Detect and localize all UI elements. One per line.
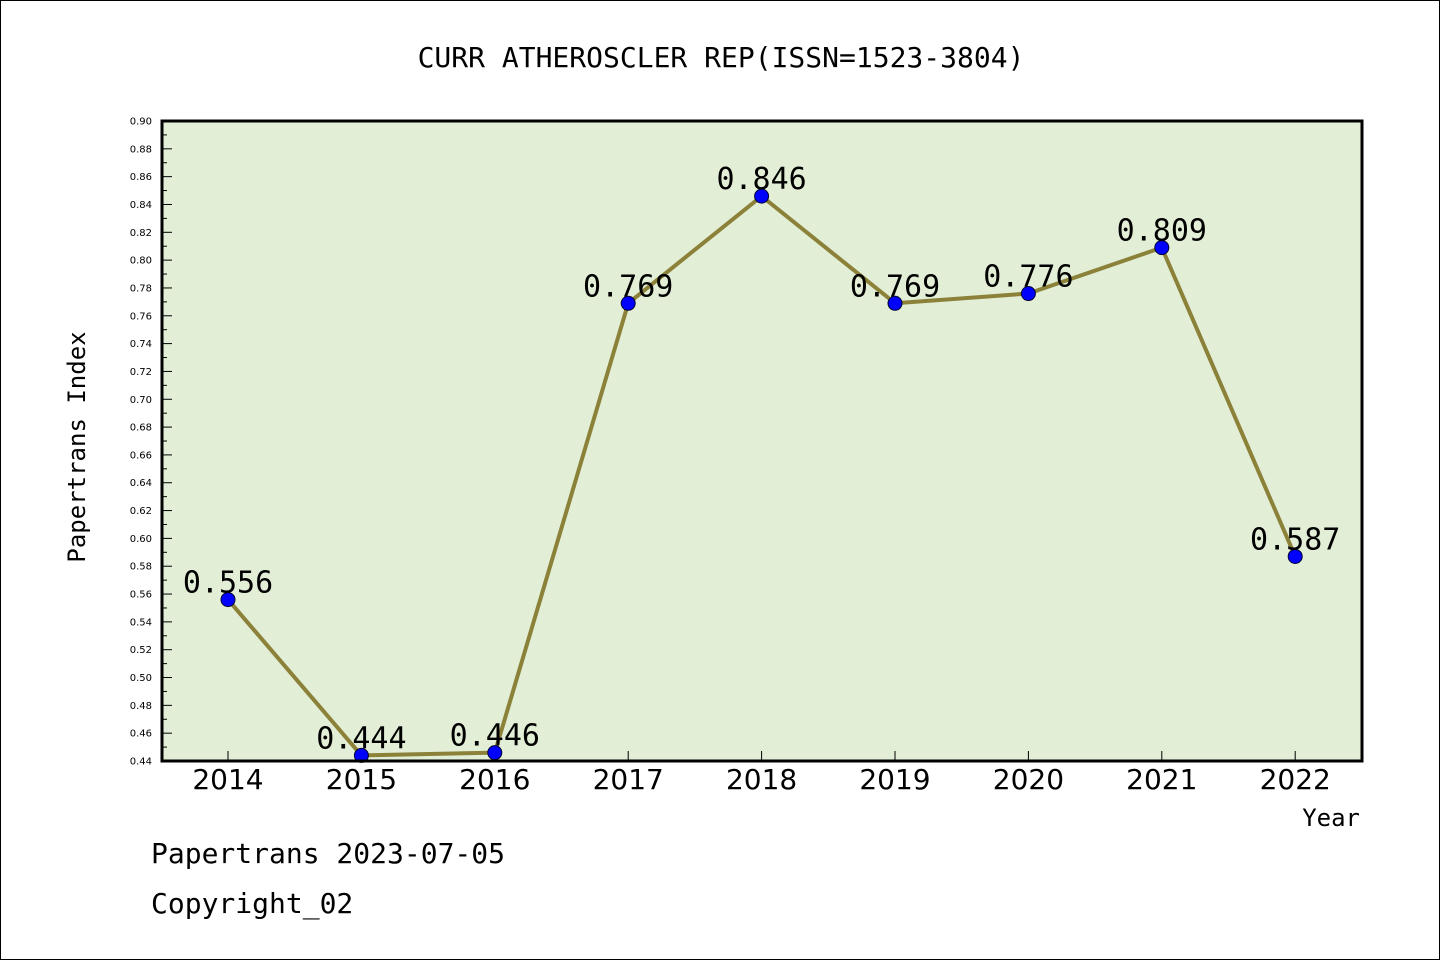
y-tick-label: 0.50 xyxy=(130,673,152,684)
y-axis-label: Papertrans Index xyxy=(63,331,91,562)
data-label: 0.769 xyxy=(583,269,673,304)
y-tick-label: 0.90 xyxy=(130,117,152,128)
data-point xyxy=(1154,240,1170,256)
y-tick-label: 0.46 xyxy=(130,729,152,740)
y-tick-label: 0.52 xyxy=(130,645,152,656)
data-label: 0.776 xyxy=(983,260,1073,295)
x-axis-ticks: 2014 2015 2016 2017 2018 2019 2020 2021 2022 xyxy=(192,751,1331,796)
x-tick-label: 2018 xyxy=(726,763,797,796)
x-tick-label: 2015 xyxy=(326,763,397,796)
y-tick-label: 0.48 xyxy=(130,701,152,712)
data-label: 0.446 xyxy=(450,719,540,754)
data-label: 0.846 xyxy=(716,162,806,197)
footer-copyright: Copyright_02 xyxy=(151,887,353,921)
y-tick-label: 0.60 xyxy=(130,534,152,545)
series-papertrans-index xyxy=(220,188,1303,763)
x-tick-label: 2014 xyxy=(192,763,263,796)
x-tick-label: 2016 xyxy=(459,763,530,796)
chart-title: CURR ATHEROSCLER REP(ISSN=1523-3804) xyxy=(418,41,1025,74)
data-label: 0.444 xyxy=(316,721,406,756)
data-point xyxy=(1020,286,1036,302)
y-tick-label: 0.44 xyxy=(130,757,152,768)
footer-source: Papertrans 2023-07-05 xyxy=(151,837,505,870)
y-axis-ticks: 0.44 0.46 0.48 0.50 0.52 0.54 0.56 0.58 0.60 0.62… xyxy=(130,117,172,768)
data-label: 0.587 xyxy=(1250,522,1340,557)
data-label: 0.809 xyxy=(1117,214,1207,249)
y-tick-label: 0.62 xyxy=(130,506,152,517)
y-tick-label: 0.72 xyxy=(130,367,152,378)
data-label: 0.556 xyxy=(183,566,273,601)
data-point xyxy=(754,188,770,204)
x-tick-label: 2019 xyxy=(859,763,930,796)
x-tick-label: 2021 xyxy=(1126,763,1197,796)
y-tick-label: 0.78 xyxy=(130,283,152,294)
data-label: 0.769 xyxy=(850,269,940,304)
y-tick-label: 0.56 xyxy=(130,590,152,601)
data-point xyxy=(887,295,903,311)
x-tick-label: 2020 xyxy=(993,763,1064,796)
plot-area xyxy=(162,121,1362,761)
data-point xyxy=(620,295,636,311)
y-tick-label: 0.54 xyxy=(130,617,152,628)
y-tick-label: 0.86 xyxy=(130,172,152,183)
x-tick-label: 2022 xyxy=(1260,763,1331,796)
y-tick-label: 0.74 xyxy=(130,339,152,350)
y-tick-label: 0.68 xyxy=(130,423,152,434)
data-labels: 0.556 0.444 0.446 0.769 0.846 0.769 0.776 0.809… xyxy=(183,162,1341,756)
x-axis-label: Year xyxy=(1302,804,1360,832)
x-tick-label: 2017 xyxy=(593,763,664,796)
y-tick-label: 0.66 xyxy=(130,450,152,461)
data-point xyxy=(1287,548,1303,564)
y-tick-label: 0.80 xyxy=(130,256,152,267)
y-tick-label: 0.64 xyxy=(130,478,152,489)
y-tick-label: 0.76 xyxy=(130,311,152,322)
y-tick-label: 0.70 xyxy=(130,395,152,406)
y-tick-label: 0.82 xyxy=(130,228,152,239)
data-point xyxy=(220,592,236,608)
y-tick-label: 0.88 xyxy=(130,144,152,155)
plot-border xyxy=(160,119,1364,763)
y-tick-label: 0.84 xyxy=(130,200,152,211)
y-tick-label: 0.58 xyxy=(130,562,152,573)
